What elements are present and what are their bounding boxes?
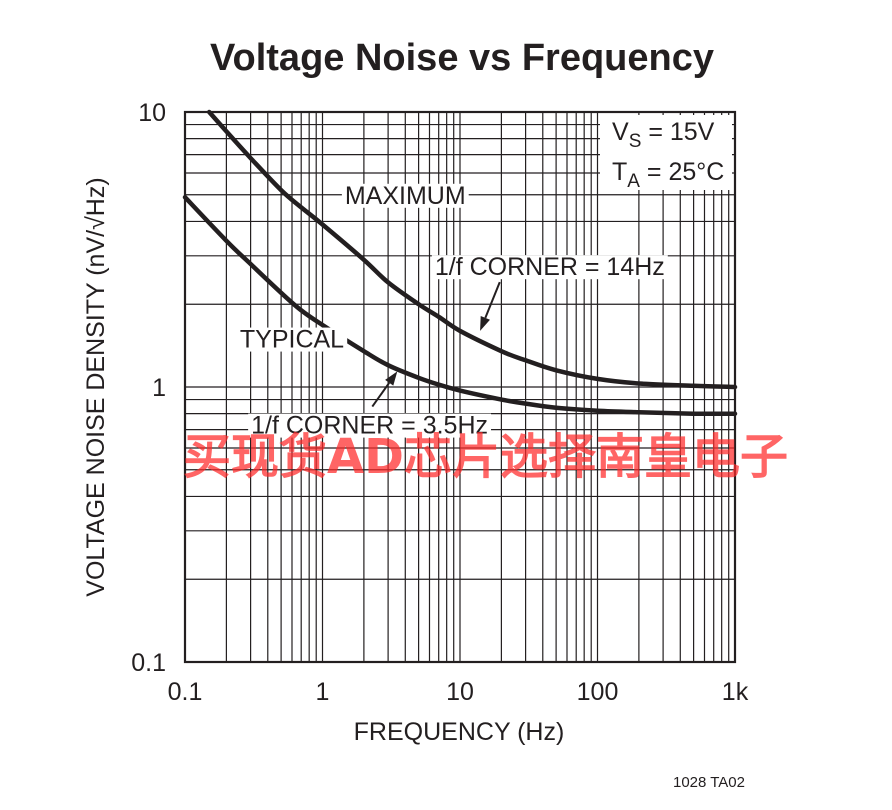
x-axis-label: FREQUENCY (Hz) bbox=[354, 718, 565, 746]
plot-frame bbox=[183, 110, 737, 664]
annotation-background bbox=[248, 413, 492, 438]
annotation-4: 1/f CORNER = 3.5Hz bbox=[248, 371, 492, 440]
x-axis-ticks: 0.1 1 10 100 1k bbox=[168, 678, 749, 706]
annotation-group: MAXIMUM TYPICAL 1/f CORNER = 14Hz 1/f CORNE… bbox=[236, 182, 668, 440]
y-tick-label: 1 bbox=[152, 374, 166, 402]
x-tick-label: 1 bbox=[316, 678, 330, 706]
annotation-3: 1/f CORNER = 14Hz bbox=[431, 253, 668, 331]
figure-code: 1028 TA02 bbox=[673, 774, 745, 791]
x-tick-label: 100 bbox=[577, 678, 619, 706]
y-tick-label: 10 bbox=[138, 99, 166, 127]
series-line-maximum bbox=[206, 109, 738, 390]
y-tick-label: 0.1 bbox=[131, 649, 166, 677]
y-axis-label: VOLTAGE NOISE DENSITY (nV/√Hz) bbox=[82, 177, 110, 596]
condition-ambient-temp: TA = 25°C bbox=[612, 158, 724, 192]
watermark: 买现货AD芯片选择南皇电子 bbox=[183, 429, 788, 485]
annotation-arrow bbox=[371, 382, 391, 408]
series-group bbox=[182, 109, 738, 417]
series-line-typical bbox=[182, 194, 738, 417]
annotation-arrowhead bbox=[480, 316, 490, 331]
x-tick-label: 1k bbox=[722, 678, 749, 706]
annotation-2: TYPICAL bbox=[236, 326, 348, 354]
x-tick-label: 0.1 bbox=[168, 678, 203, 706]
conditions-box: VS = 15V TA = 25°C bbox=[600, 115, 732, 192]
condition-supply-voltage: VS = 15V bbox=[612, 118, 715, 152]
chart-title: Voltage Noise vs Frequency bbox=[210, 37, 714, 79]
annotation-background bbox=[236, 327, 348, 352]
annotation-background bbox=[341, 183, 469, 208]
annotation-background bbox=[431, 255, 668, 280]
annotation-arrowhead bbox=[385, 371, 398, 386]
annotation-label: 1/f CORNER = 3.5Hz bbox=[251, 412, 488, 440]
y-axis-ticks: 0.1 1 10 bbox=[131, 99, 166, 677]
annotation-label: 1/f CORNER = 14Hz bbox=[435, 253, 665, 281]
annotation-label: TYPICAL bbox=[240, 326, 344, 354]
annotation-1: MAXIMUM bbox=[341, 182, 469, 210]
x-tick-label: 10 bbox=[446, 678, 474, 706]
annotation-arrow bbox=[484, 281, 501, 319]
annotation-label: MAXIMUM bbox=[345, 182, 466, 210]
